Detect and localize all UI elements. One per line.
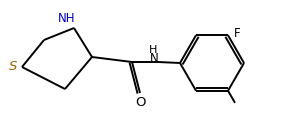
Text: O: O	[135, 95, 145, 109]
Text: F: F	[234, 27, 240, 40]
Text: H: H	[149, 45, 157, 55]
Text: N: N	[150, 51, 158, 65]
Text: S: S	[9, 60, 17, 73]
Text: NH: NH	[58, 11, 76, 24]
